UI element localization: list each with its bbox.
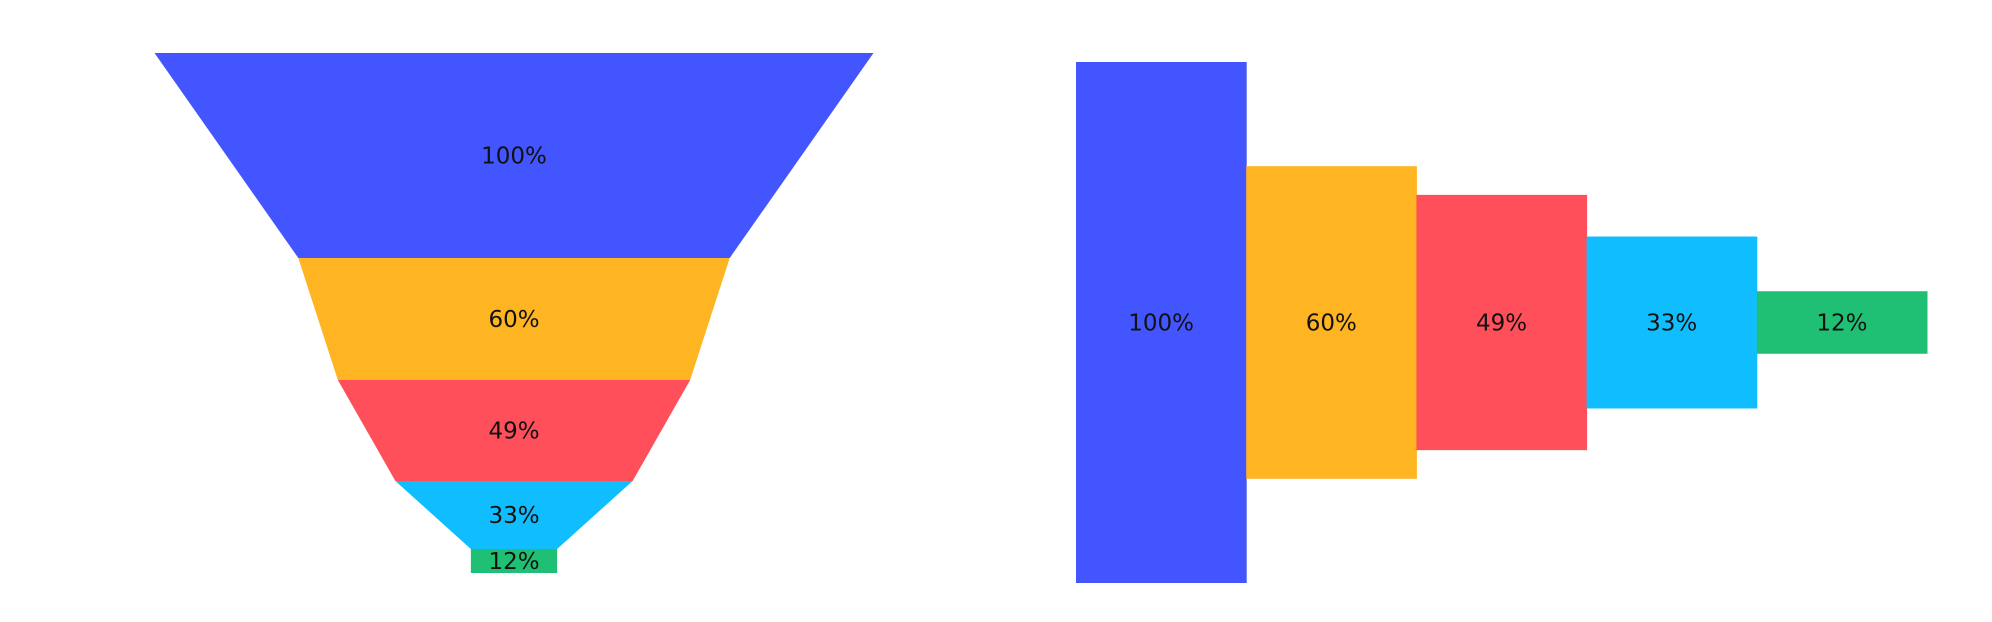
funnel-stage-label: 100% [481,144,547,170]
bar-stage-label: 49% [1476,311,1527,337]
bar-stage-label: 100% [1128,311,1194,337]
bar-stage-4 [1586,236,1758,409]
funnel-stage-label: 60% [488,307,539,333]
funnel-stage-3 [337,380,691,481]
vertical-funnel-chart: 100% 60% 49% 33% 12% [154,53,874,575]
funnel-stage-label: 33% [488,503,539,529]
horizontal-funnel-chart: 100% 60% 49% 33% 12% [1076,62,1928,583]
funnel-stage-5 [470,549,558,573]
bar-stage-label: 33% [1646,311,1697,337]
bar-stage-3 [1416,194,1588,451]
funnel-stage-label: 12% [488,549,539,575]
funnel-stage-1 [154,53,874,258]
bar-stage-1 [1076,62,1247,583]
funnel-stage-label: 49% [488,419,539,445]
bar-stage-label: 60% [1306,311,1357,337]
bar-stage-2 [1246,166,1417,479]
funnel-stage-4 [395,481,633,549]
bar-stage-5 [1756,291,1928,354]
bar-stage-label: 12% [1816,311,1867,337]
funnel-stage-2 [298,258,730,380]
